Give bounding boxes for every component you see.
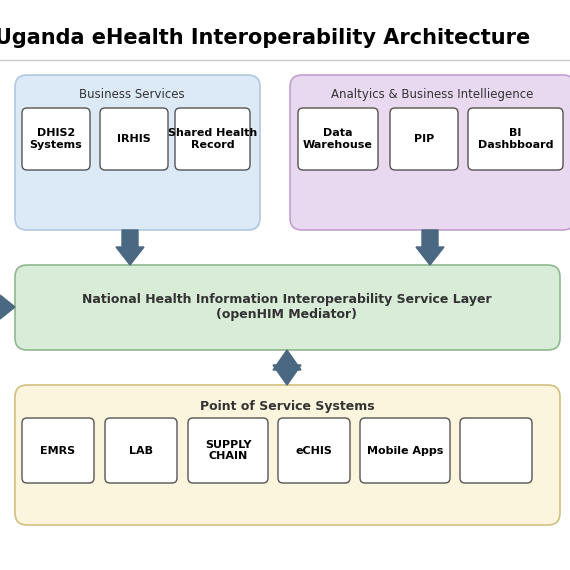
- Text: IRHIS: IRHIS: [117, 134, 151, 144]
- Polygon shape: [116, 230, 144, 265]
- Polygon shape: [0, 295, 15, 319]
- Text: eCHIS: eCHIS: [296, 446, 332, 455]
- FancyBboxPatch shape: [188, 418, 268, 483]
- FancyBboxPatch shape: [22, 418, 94, 483]
- FancyBboxPatch shape: [105, 418, 177, 483]
- Text: Business Services: Business Services: [79, 88, 185, 101]
- FancyBboxPatch shape: [290, 75, 570, 230]
- Text: Analtyics & Business Intelliegence: Analtyics & Business Intelliegence: [331, 88, 533, 101]
- FancyBboxPatch shape: [22, 108, 90, 170]
- Text: Uganda eHealth Interoperability Architecture: Uganda eHealth Interoperability Architec…: [0, 28, 530, 48]
- FancyBboxPatch shape: [175, 108, 250, 170]
- FancyBboxPatch shape: [390, 108, 458, 170]
- Text: DHIS2
Systems: DHIS2 Systems: [30, 128, 83, 150]
- Text: Shared Health
Record: Shared Health Record: [168, 128, 257, 150]
- Polygon shape: [416, 230, 444, 265]
- Text: National Health Information Interoperability Service Layer
(openHIM Mediator): National Health Information Interoperabi…: [82, 293, 492, 321]
- Text: EMRS: EMRS: [40, 446, 76, 455]
- Text: SUPPLY
CHAIN: SUPPLY CHAIN: [205, 439, 251, 461]
- Polygon shape: [273, 350, 301, 385]
- FancyBboxPatch shape: [278, 418, 350, 483]
- FancyBboxPatch shape: [15, 265, 560, 350]
- Text: LAB: LAB: [129, 446, 153, 455]
- FancyBboxPatch shape: [15, 75, 260, 230]
- FancyBboxPatch shape: [360, 418, 450, 483]
- FancyBboxPatch shape: [460, 418, 532, 483]
- Text: Mobile Apps: Mobile Apps: [367, 446, 443, 455]
- Text: PIP: PIP: [414, 134, 434, 144]
- FancyBboxPatch shape: [298, 108, 378, 170]
- Text: Data
Warehouse: Data Warehouse: [303, 128, 373, 150]
- FancyBboxPatch shape: [468, 108, 563, 170]
- Text: BI
Dashbboard: BI Dashbboard: [478, 128, 553, 150]
- Text: Point of Service Systems: Point of Service Systems: [200, 400, 374, 413]
- FancyBboxPatch shape: [15, 385, 560, 525]
- FancyBboxPatch shape: [100, 108, 168, 170]
